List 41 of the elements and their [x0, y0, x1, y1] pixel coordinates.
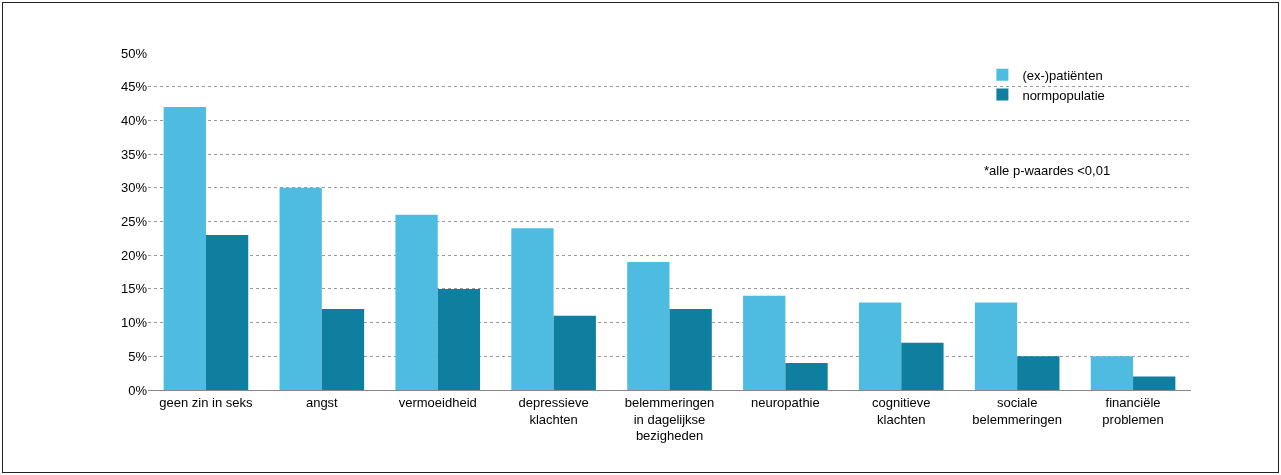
bar — [1017, 356, 1060, 390]
x-tick-label: financiële problemen — [1102, 394, 1164, 427]
bar — [901, 342, 944, 390]
bar — [669, 309, 712, 390]
x-tick-label: angst — [305, 394, 339, 410]
bar — [553, 315, 596, 390]
legend-label: (ex-)patiënten — [1022, 67, 1103, 83]
y-tick-label: 10% — [120, 315, 148, 331]
bar — [395, 214, 438, 390]
bar — [974, 302, 1018, 390]
x-tick-label: vermoeidheid — [398, 394, 477, 410]
bar — [279, 187, 322, 390]
legend-label: normpopulatie — [1022, 87, 1105, 103]
x-tick-label: geen zin in seks — [159, 394, 254, 410]
bar — [321, 309, 365, 390]
bar — [1090, 356, 1134, 390]
y-tick-label: 40% — [120, 112, 148, 128]
x-tick-label: sociale belemmeringen — [972, 394, 1062, 427]
y-tick-label: 30% — [120, 180, 148, 196]
x-tick-label: neuropathie — [751, 394, 820, 410]
y-tick-label: 20% — [120, 247, 148, 263]
bar — [163, 106, 206, 390]
bar — [1133, 376, 1176, 390]
bar — [205, 234, 249, 390]
annotation: *alle p-waardes <0,01 — [984, 163, 1111, 178]
x-tick-label: cognitieve klachten — [872, 394, 931, 427]
y-tick-label: 5% — [128, 348, 148, 364]
x-tick-label: depressieve klachten — [518, 394, 589, 427]
x-tick-label: belemmeringen in dagelijkse bezigheden — [624, 394, 715, 444]
y-tick-label: 0% — [128, 382, 148, 398]
y-tick-label: 45% — [120, 79, 148, 95]
y-tick-label: 15% — [120, 281, 148, 297]
bar — [743, 295, 786, 390]
y-tick-label: 35% — [120, 146, 148, 162]
bar — [858, 302, 902, 390]
bar — [511, 228, 554, 390]
bar — [627, 261, 670, 390]
y-tick-label: 25% — [120, 214, 148, 230]
bar — [785, 363, 828, 390]
y-tick-label: 50% — [120, 45, 148, 61]
bar — [437, 288, 481, 390]
